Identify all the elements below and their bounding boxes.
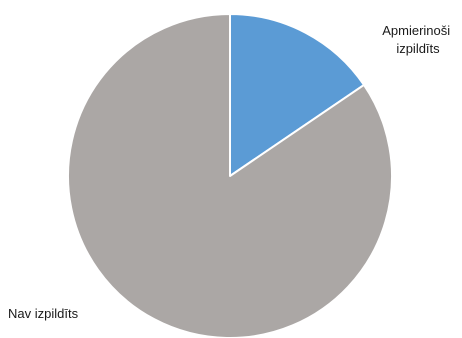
pie-slice-1 [67,13,393,338]
pie-slices [67,13,393,338]
slice-label-apmierinosi-izpilditi: Apmierinoši izpildīts [382,23,454,56]
pie-slice-0 [229,13,365,177]
slice-label-nav-izpildits: Nav izpildīts [8,306,79,321]
slice-labels: Apmierinoši izpildīts Nav izpildīts [8,23,454,321]
